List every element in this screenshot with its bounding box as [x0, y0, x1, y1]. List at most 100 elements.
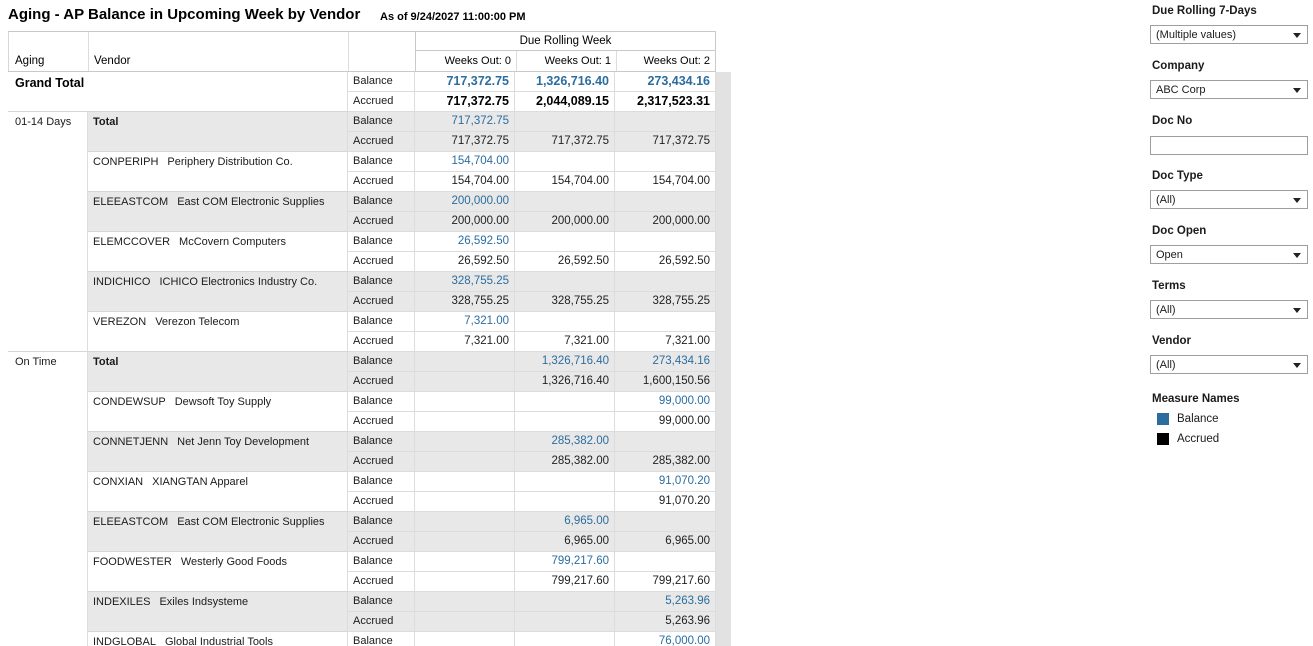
- accrued-value-week2: 2,317,523.31: [615, 92, 716, 112]
- header-column-divider: [348, 32, 349, 71]
- accrued-value-week1: 6,965.00: [515, 532, 615, 552]
- accrued-value-week1: 200,000.00: [515, 212, 615, 232]
- accrued-value-week1: 285,382.00: [515, 452, 615, 472]
- chevron-down-icon: [1293, 88, 1301, 93]
- accrued-value-week0: [415, 492, 515, 512]
- measure-label-balance: Balance: [348, 232, 415, 252]
- due-rolling-7-days-dropdown[interactable]: (Multiple values): [1150, 25, 1308, 44]
- balance-value-week0: [415, 512, 515, 532]
- aging-group-label: [8, 552, 88, 592]
- accrued-value-week2: 7,321.00: [615, 332, 716, 352]
- balance-value-week1: 1,326,716.40: [515, 352, 615, 372]
- vendor-code: ELEEASTCOM: [93, 196, 169, 208]
- table-row-eleeastcom-3: ELEEASTCOM East COM Electronic Supplies Ba…: [8, 192, 716, 232]
- vendor-column-header: Vendor: [94, 55, 131, 67]
- measure-label-accrued: Accrued: [348, 492, 415, 512]
- aging-group-label: Grand Total: [8, 72, 348, 112]
- vendor-name: McCovern Computers: [179, 236, 287, 248]
- vendor-cell: Total: [88, 352, 348, 392]
- balance-value-week1: [515, 232, 615, 252]
- vertical-scrollbar[interactable]: [716, 72, 731, 646]
- accrued-value-week1: [515, 492, 615, 512]
- vendor-code: INDICHICO: [93, 276, 151, 288]
- legend-title: Measure Names: [1152, 393, 1240, 405]
- measure-label-balance: Balance: [348, 472, 415, 492]
- doc-open-dropdown[interactable]: Open: [1150, 245, 1308, 264]
- measure-label-accrued: Accrued: [348, 92, 415, 112]
- table-row-conperiph-2: CONPERIPH Periphery Distribution Co. Balan…: [8, 152, 716, 192]
- aging-group-label: [8, 232, 88, 272]
- vendor-name: East COM Electronic Supplies: [177, 196, 325, 208]
- header-column-divider: [88, 32, 89, 71]
- balance-value-week2: 5,263.96: [615, 592, 716, 612]
- dropdown-selected-value: (Multiple values): [1156, 28, 1237, 41]
- vendor-name: XIANGTAN Apparel: [152, 476, 248, 488]
- terms-dropdown[interactable]: (All): [1150, 300, 1308, 319]
- table-row-verezon-6: VEREZON Verezon Telecom Balance 7,321.00 Acc…: [8, 312, 716, 352]
- as-of-timestamp: As of 9/24/2027 11:00:00 PM: [380, 11, 526, 23]
- accrued-value-week1: 26,592.50: [515, 252, 615, 272]
- chevron-down-icon: [1293, 308, 1301, 313]
- balance-value-week0: 200,000.00: [415, 192, 515, 212]
- balance-value-week0: [415, 472, 515, 492]
- filter-label: Company: [1152, 60, 1205, 72]
- accrued-value-week0: [415, 372, 515, 392]
- aging-group-label: On Time: [8, 352, 88, 392]
- balance-value-week2: [615, 312, 716, 332]
- accrued-value-week0: 7,321.00: [415, 332, 515, 352]
- accrued-value-week2: 328,755.25: [615, 292, 716, 312]
- vendor-code: CONDEWSUP: [93, 396, 166, 408]
- vendor-cell: Total: [88, 112, 348, 152]
- balance-value-week2: [615, 432, 716, 452]
- balance-value-week2: 273,434.16: [615, 72, 716, 92]
- measure-label-balance: Balance: [348, 272, 415, 292]
- measure-label-balance: Balance: [348, 392, 415, 412]
- accrued-value-week1: [515, 612, 615, 632]
- balance-value-week1: [515, 632, 615, 646]
- doc-type-dropdown[interactable]: (All): [1150, 190, 1308, 209]
- measure-label-balance: Balance: [348, 552, 415, 572]
- accrued-value-week2: 5,263.96: [615, 612, 716, 632]
- measure-label-balance: Balance: [348, 632, 415, 646]
- balance-value-week1: [515, 192, 615, 212]
- legend-item-accrued[interactable]: Accrued: [1150, 429, 1308, 449]
- accrued-value-week2: 200,000.00: [615, 212, 716, 232]
- accrued-value-week2: 6,965.00: [615, 532, 716, 552]
- aging-group-label: [8, 392, 88, 432]
- measure-label-accrued: Accrued: [348, 532, 415, 552]
- balance-value-week2: [615, 552, 716, 572]
- filter-company: Company ABC Corp: [1150, 60, 1308, 115]
- vendor-name: Verezon Telecom: [155, 316, 240, 328]
- balance-value-week0: 26,592.50: [415, 232, 515, 252]
- balance-value-week2: 91,070.20: [615, 472, 716, 492]
- vendor-dropdown[interactable]: (All): [1150, 355, 1308, 374]
- vendor-code: INDEXILES: [93, 596, 151, 608]
- balance-value-week2: [615, 112, 716, 132]
- weeks-out-header-1: Weeks Out: 1: [516, 51, 616, 71]
- doc-no-input[interactable]: [1150, 135, 1308, 155]
- accrued-value-week2: 285,382.00: [615, 452, 716, 472]
- vendor-cell: INDICHICO ICHICO Electronics Industry Co.: [88, 272, 348, 312]
- balance-value-week0: [415, 632, 515, 646]
- accrued-value-week1: 717,372.75: [515, 132, 615, 152]
- table-row-indichico-5: INDICHICO ICHICO Electronics Industry Co.…: [8, 272, 716, 312]
- measure-label-accrued: Accrued: [348, 172, 415, 192]
- measure-label-balance: Balance: [348, 592, 415, 612]
- vendor-cell: INDEXILES Exiles Indsysteme: [88, 592, 348, 632]
- measure-label-accrued: Accrued: [348, 572, 415, 592]
- total-label: Total: [93, 116, 119, 128]
- vendor-cell: CONNETJENN Net Jenn Toy Development: [88, 432, 348, 472]
- company-dropdown[interactable]: ABC Corp: [1150, 80, 1308, 99]
- measure-label-balance: Balance: [348, 512, 415, 532]
- legend-item-balance[interactable]: Balance: [1150, 409, 1308, 429]
- balance-value-week2: [615, 232, 716, 252]
- aging-group-label: [8, 512, 88, 552]
- vendor-name: Dewsoft Toy Supply: [174, 396, 272, 408]
- accrued-value-week1: 799,217.60: [515, 572, 615, 592]
- table-row-eleeastcom-11: ELEEASTCOM East COM Electronic Supplies Ba…: [8, 512, 716, 552]
- ap-balance-table: Aging Vendor Due Rolling Week Weeks Out:…: [8, 31, 731, 646]
- vendor-cell: CONDEWSUP Dewsoft Toy Supply: [88, 392, 348, 432]
- vendor-name: Periphery Distribution Co.: [167, 156, 293, 168]
- accrued-value-week1: 7,321.00: [515, 332, 615, 352]
- accrued-value-week0: 200,000.00: [415, 212, 515, 232]
